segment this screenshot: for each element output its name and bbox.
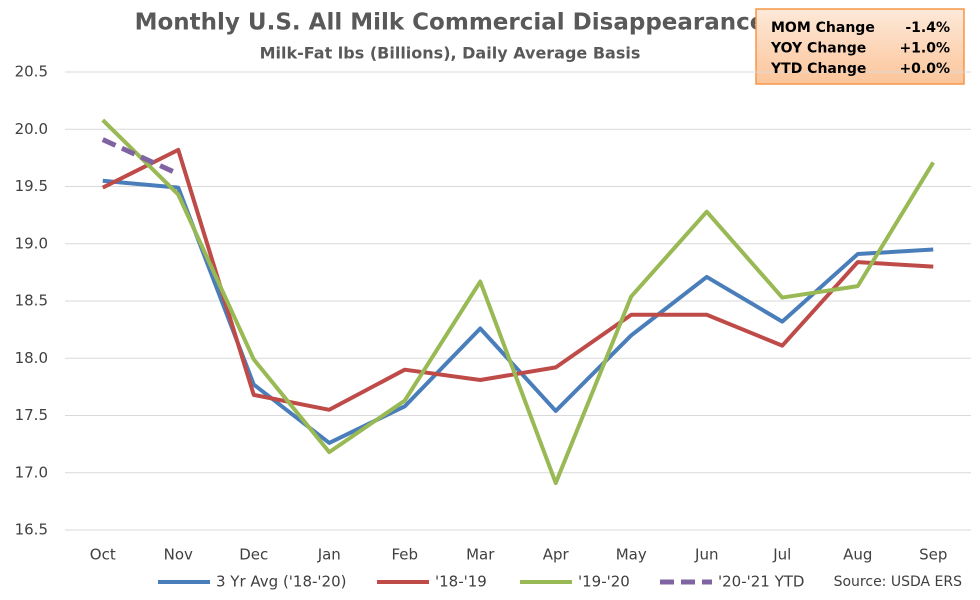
x-tick-label: Sep: [919, 546, 947, 564]
y-tick-label: 20.5: [15, 63, 48, 81]
x-tick-label: Aug: [843, 546, 872, 564]
legend-label: 3 Yr Avg ('18-'20): [216, 573, 347, 591]
legend-label: '18-'19: [435, 573, 487, 591]
y-tick-label: 20.0: [15, 120, 48, 138]
y-tick-label: 19.0: [15, 234, 48, 252]
summary-label: YTD Change: [770, 61, 866, 77]
summary-value: -1.4%: [905, 20, 950, 36]
y-tick-label: 17.0: [15, 463, 48, 481]
chart-subtitle: Milk-Fat lbs (Billions), Daily Average B…: [260, 44, 641, 63]
x-tick-label: Jul: [772, 546, 791, 564]
y-tick-label: 18.5: [15, 292, 48, 310]
y-tick-label: 17.5: [15, 406, 48, 424]
legend-label: '19-'20: [578, 573, 630, 591]
summary-value: +1.0%: [899, 41, 950, 57]
x-tick-label: Oct: [90, 546, 116, 564]
x-tick-label: Dec: [239, 546, 268, 564]
summary-value: +0.0%: [899, 61, 950, 77]
y-tick-label: 16.5: [15, 521, 48, 539]
legend-label: '20-'21 YTD: [718, 573, 804, 591]
chart-title: Monthly U.S. All Milk Commercial Disappe…: [135, 10, 766, 36]
x-tick-label: Feb: [391, 546, 418, 564]
source: Source: USDA ERS: [834, 574, 963, 590]
x-tick-label: Mar: [466, 546, 495, 564]
x-tick-label: Jun: [694, 546, 718, 564]
series-line: [101, 118, 935, 486]
series-line: [101, 147, 934, 412]
x-tick-label: May: [616, 546, 647, 564]
summary-label: MOM Change: [771, 20, 875, 36]
series-line: [101, 137, 180, 177]
x-tick-label: Nov: [164, 546, 193, 564]
x-tick-label: Apr: [543, 546, 570, 564]
summary-label: YOY Change: [770, 41, 866, 57]
x-tick-label: Jan: [317, 546, 341, 564]
y-tick-label: 18.0: [15, 349, 48, 367]
y-tick-label: 19.5: [15, 177, 48, 195]
